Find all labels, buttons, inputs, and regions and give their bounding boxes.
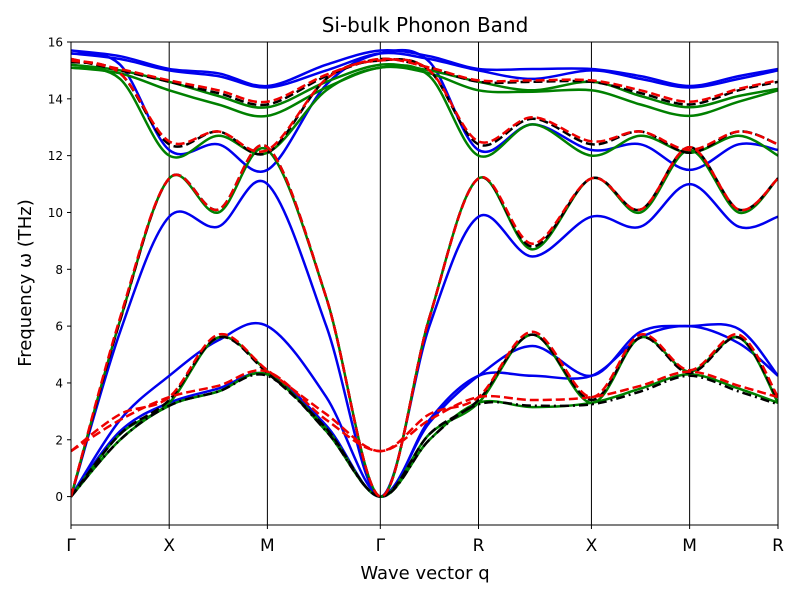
x-tick-label: Γ xyxy=(376,536,386,556)
band-line-red-20 xyxy=(71,58,778,153)
y-axis-label: Frequency ω (THz) xyxy=(15,199,36,367)
band-line-blue-4 xyxy=(71,51,778,89)
y-tick-label: 4 xyxy=(55,376,63,390)
band-line-black-16 xyxy=(71,57,778,107)
y-tick-label: 14 xyxy=(48,92,63,106)
band-lines xyxy=(71,48,778,498)
y-tick-label: 2 xyxy=(55,433,63,447)
x-tick-label: R xyxy=(473,536,485,556)
band-line-green-9 xyxy=(71,64,778,159)
y-tick-label: 12 xyxy=(48,149,63,163)
y-tick-label: 8 xyxy=(55,263,63,277)
band-line-green-10 xyxy=(71,65,778,118)
x-axis-label: Wave vector q xyxy=(360,563,489,584)
band-line-green-8 xyxy=(71,146,778,498)
y-tick-label: 10 xyxy=(48,206,63,220)
y-tick-label: 16 xyxy=(48,36,63,50)
y-tick-label: 6 xyxy=(55,320,63,334)
x-tick-label: M xyxy=(682,536,697,556)
x-tick-label: M xyxy=(260,536,275,556)
band-line-red-19 xyxy=(71,143,778,498)
band-line-red-21 xyxy=(71,57,778,104)
band-line-blue-5 xyxy=(71,48,778,88)
y-tick-label: 0 xyxy=(55,490,63,504)
y-axis-ticks: 0 2 4 6 8 10 12 14 16 xyxy=(48,36,71,504)
band-line-black-12 xyxy=(71,373,778,498)
plot-area xyxy=(71,42,778,525)
x-tick-label: X xyxy=(163,536,175,556)
plot-frame xyxy=(70,41,779,526)
x-tick-label: X xyxy=(586,536,598,556)
band-line-red-17 xyxy=(71,369,778,453)
x-tick-label: R xyxy=(772,536,784,556)
band-line-blue-1 xyxy=(71,323,778,498)
x-tick-label: Γ xyxy=(66,536,76,556)
band-line-red-18 xyxy=(71,330,778,453)
chart-title: Si-bulk Phonon Band xyxy=(322,13,529,37)
band-line-black-13 xyxy=(71,333,778,498)
